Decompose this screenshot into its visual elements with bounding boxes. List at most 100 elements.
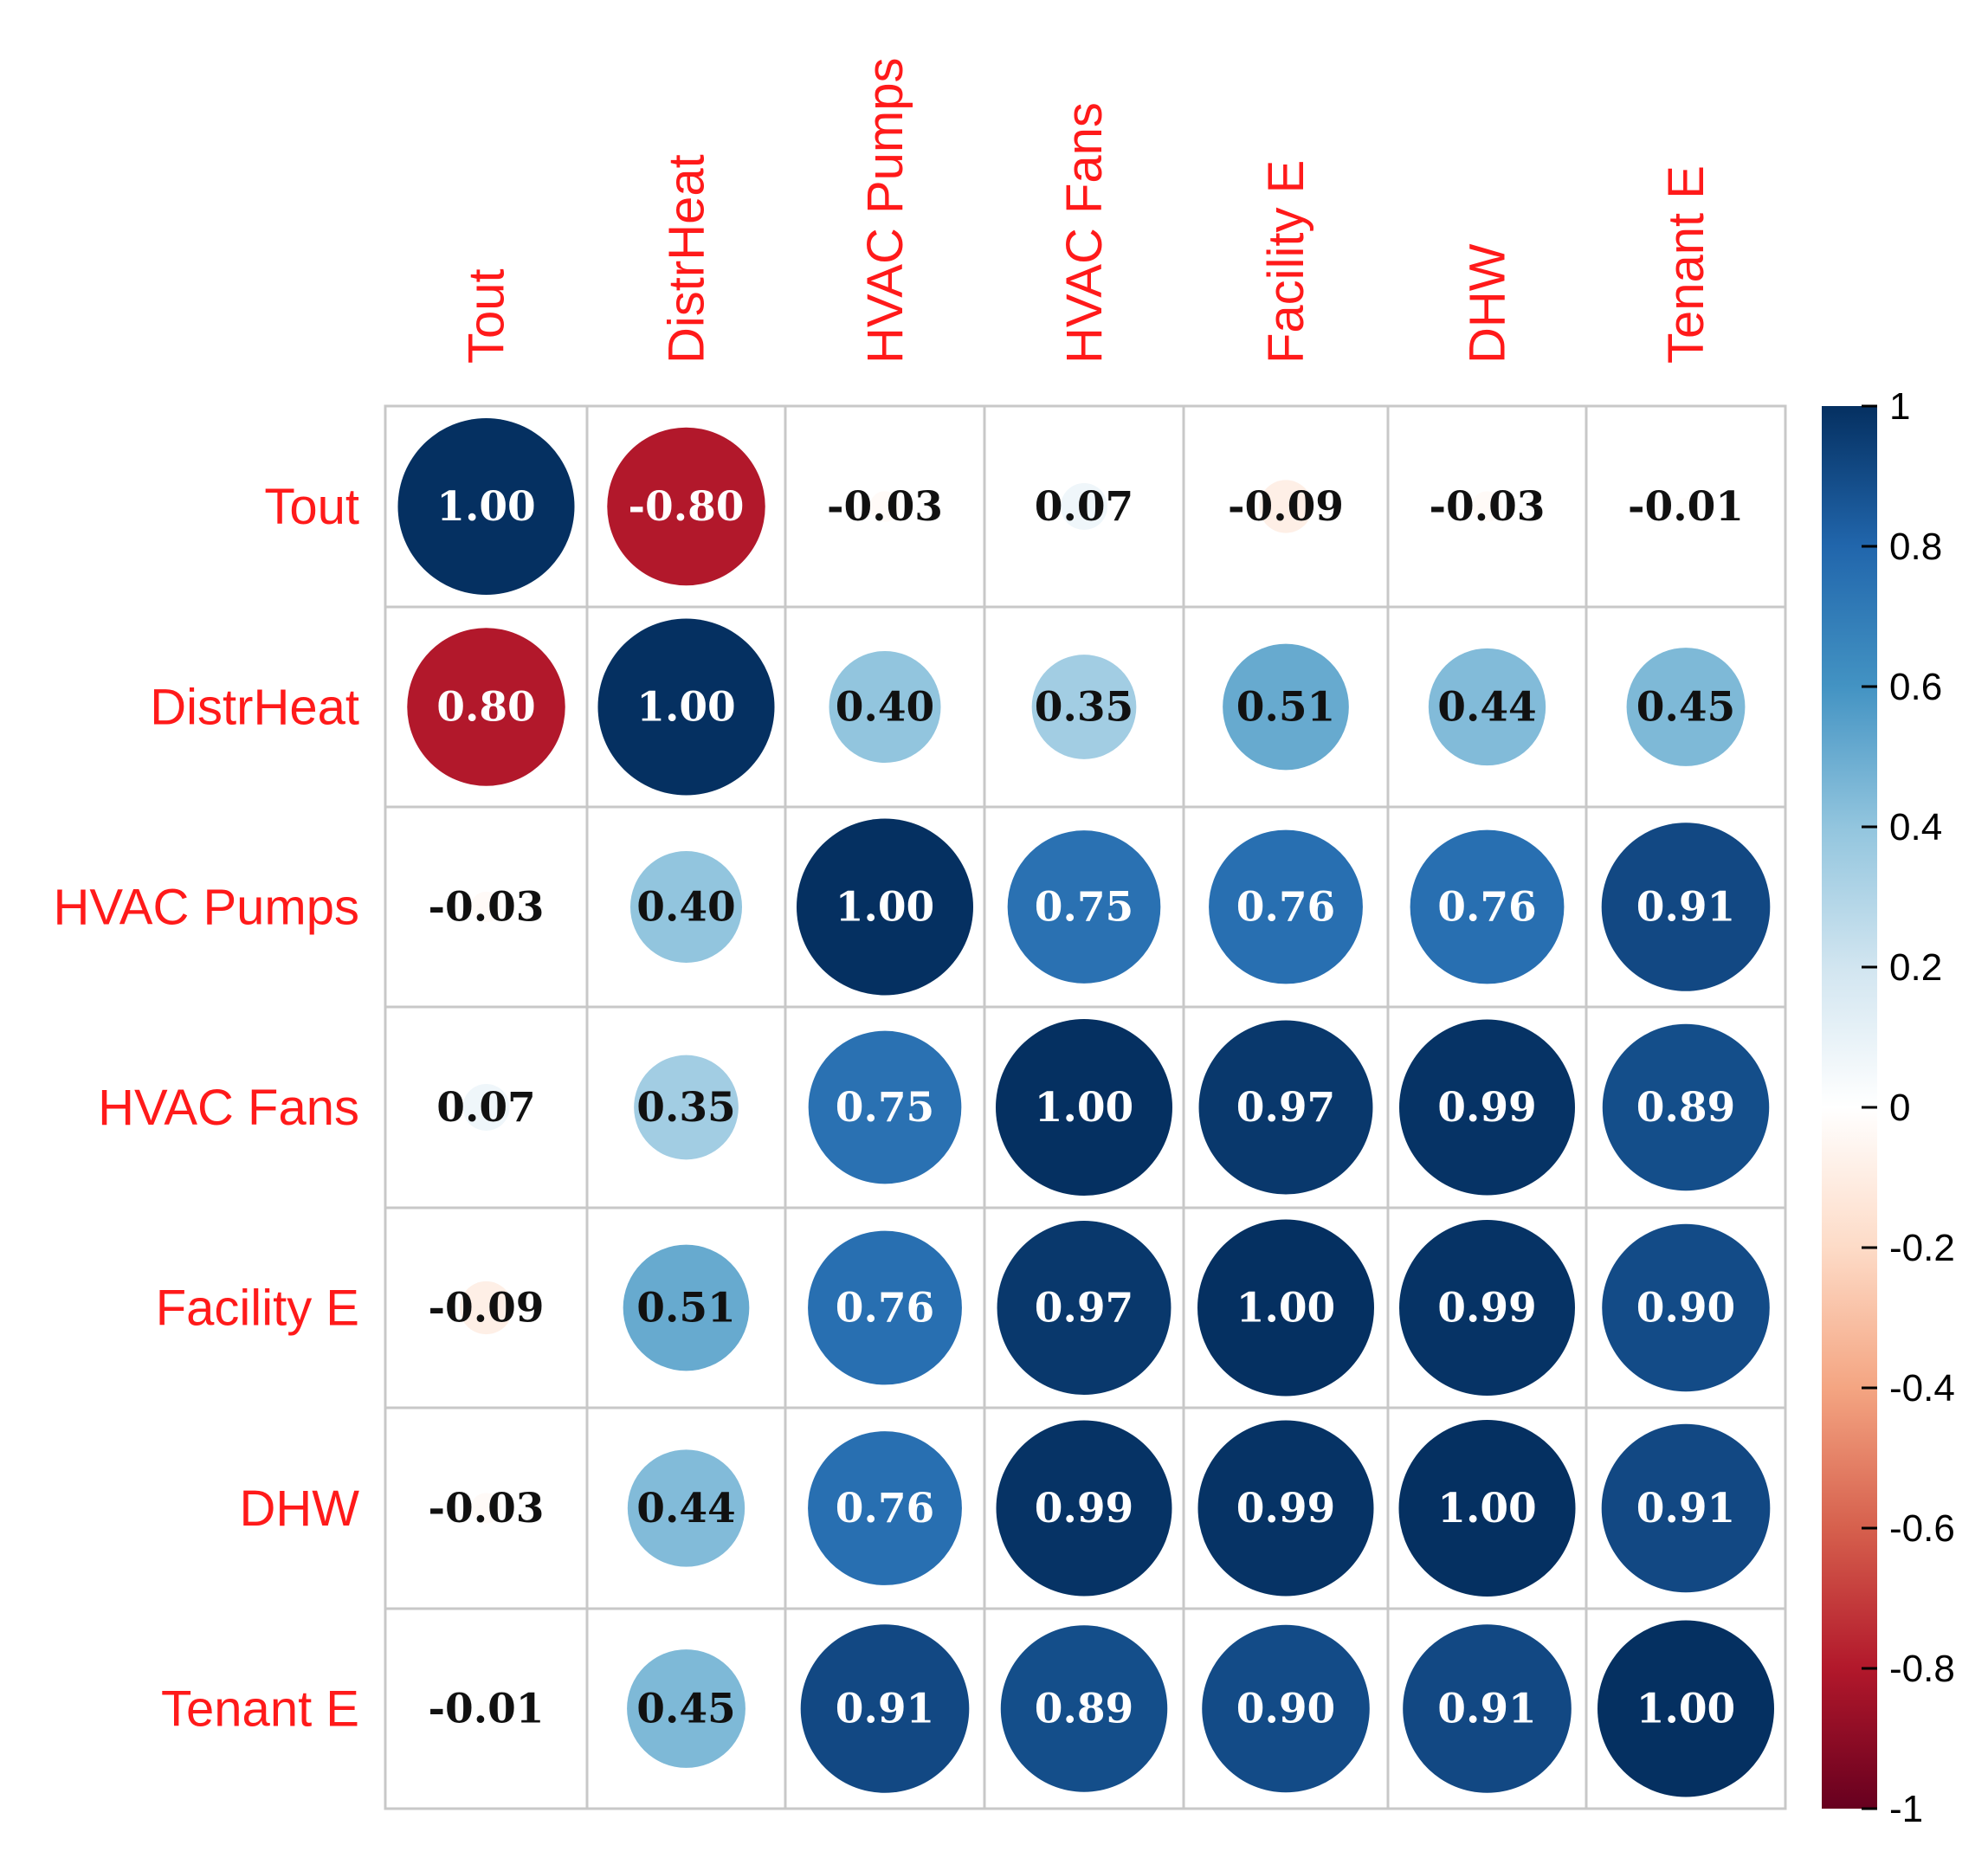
value-dhw-hvac-fans: 0.99 bbox=[1035, 1485, 1133, 1532]
circle-facility-e-distrheat bbox=[623, 1244, 750, 1371]
column-label-tout: Tout bbox=[459, 268, 515, 364]
circle-distrheat-dhw bbox=[1428, 648, 1546, 766]
value-hvac-pumps-tout: -0.03 bbox=[429, 884, 545, 932]
circle-tout-dhw bbox=[1471, 491, 1503, 522]
circle-dhw-distrheat bbox=[627, 1449, 746, 1567]
circle-hvac-pumps-hvac-pumps bbox=[797, 818, 973, 996]
value-tenant-e-hvac-pumps: 0.91 bbox=[836, 1686, 934, 1733]
circle-tout-facility-e bbox=[1259, 480, 1313, 533]
circle-tout-hvac-pumps bbox=[869, 491, 900, 522]
value-distrheat-tenant-e: 0.45 bbox=[1636, 684, 1735, 732]
value-distrheat-hvac-fans: 0.35 bbox=[1035, 684, 1133, 732]
correlation-circles bbox=[397, 418, 1774, 1797]
value-dhw-facility-e: 0.99 bbox=[1236, 1485, 1335, 1532]
value-facility-e-facility-e: 1.00 bbox=[1236, 1285, 1335, 1332]
column-labels: Tout DistrHeat HVAC Pumps HVAC Fans Facility… bbox=[459, 58, 1715, 364]
value-tout-distrheat: -0.80 bbox=[629, 483, 745, 531]
circle-hvac-pumps-distrheat bbox=[629, 850, 743, 964]
value-distrheat-tout: 0.80 bbox=[436, 684, 535, 732]
circle-hvac-pumps-facility-e bbox=[1209, 829, 1363, 984]
cell-values: 1.00 -0.80 -0.03 0.07 -0.09 -0.03 -0.01 0.80 1.0… bbox=[429, 483, 1744, 1733]
circle-hvac-fans-tenant-e bbox=[1602, 1023, 1770, 1191]
column-label-hvac-pumps: HVAC Pumps bbox=[857, 58, 913, 364]
circle-hvac-fans-facility-e bbox=[1198, 1020, 1373, 1195]
value-distrheat-hvac-pumps: 0.40 bbox=[836, 684, 934, 732]
colorbar-tick-label: 0.4 bbox=[1889, 806, 1942, 848]
row-label-hvac-pumps: HVAC Pumps bbox=[54, 880, 359, 936]
value-dhw-tout: -0.03 bbox=[429, 1485, 545, 1532]
row-label-tenant-e: Tenant E bbox=[161, 1681, 359, 1738]
value-hvac-fans-dhw: 0.99 bbox=[1437, 1084, 1536, 1132]
value-facility-e-distrheat: 0.51 bbox=[636, 1285, 735, 1332]
circle-hvac-fans-hvac-fans bbox=[996, 1019, 1172, 1196]
value-distrheat-distrheat: 1.00 bbox=[636, 684, 735, 732]
value-tout-hvac-pumps: -0.03 bbox=[827, 483, 943, 531]
circle-tout-tout bbox=[397, 418, 575, 595]
value-hvac-fans-hvac-pumps: 0.75 bbox=[836, 1084, 934, 1132]
value-dhw-hvac-pumps: 0.76 bbox=[836, 1485, 934, 1532]
column-label-facility-e: Facility E bbox=[1258, 160, 1314, 364]
circle-tenant-e-facility-e bbox=[1202, 1624, 1370, 1793]
circle-hvac-pumps-hvac-fans bbox=[1007, 830, 1161, 984]
value-facility-e-tout: -0.09 bbox=[429, 1285, 545, 1332]
value-hvac-pumps-distrheat: 0.40 bbox=[636, 884, 735, 932]
circle-tenant-e-tout bbox=[477, 1700, 495, 1718]
row-label-tout: Tout bbox=[264, 479, 359, 535]
row-labels: Tout DistrHeat HVAC Pumps HVAC Fans Facility… bbox=[54, 479, 360, 1738]
row-label-distrheat: DistrHeat bbox=[150, 680, 359, 736]
colorbar-tick-label: -1 bbox=[1889, 1788, 1923, 1830]
value-hvac-fans-distrheat: 0.35 bbox=[636, 1084, 735, 1132]
value-distrheat-facility-e: 0.51 bbox=[1236, 684, 1335, 732]
circle-dhw-tenant-e bbox=[1601, 1423, 1771, 1593]
colorbar-tick-label: -0.2 bbox=[1889, 1227, 1955, 1269]
circle-tenant-e-distrheat bbox=[627, 1649, 746, 1768]
value-dhw-tenant-e: 0.91 bbox=[1636, 1485, 1735, 1532]
circle-tout-distrheat bbox=[607, 427, 765, 586]
row-label-dhw: DHW bbox=[239, 1481, 359, 1537]
colorbar-tick-label: 1 bbox=[1889, 385, 1910, 428]
value-hvac-pumps-facility-e: 0.76 bbox=[1236, 884, 1335, 932]
value-distrheat-dhw: 0.44 bbox=[1437, 684, 1536, 732]
colorbar-tick-label: 0.2 bbox=[1889, 946, 1942, 989]
column-label-hvac-fans: HVAC Fans bbox=[1056, 102, 1113, 364]
circle-tenant-e-tenant-e bbox=[1598, 1620, 1774, 1797]
circle-facility-e-tenant-e bbox=[1602, 1223, 1770, 1392]
value-tenant-e-facility-e: 0.90 bbox=[1236, 1686, 1335, 1733]
column-label-tenant-e: Tenant E bbox=[1658, 165, 1714, 364]
value-hvac-fans-tout: 0.07 bbox=[436, 1084, 535, 1132]
value-hvac-fans-tenant-e: 0.89 bbox=[1636, 1084, 1735, 1132]
circle-distrheat-hvac-fans bbox=[1031, 655, 1137, 759]
circle-hvac-fans-distrheat bbox=[634, 1055, 739, 1160]
circle-hvac-pumps-dhw bbox=[1410, 829, 1565, 984]
circle-facility-e-dhw bbox=[1399, 1220, 1575, 1396]
value-hvac-pumps-hvac-pumps: 1.00 bbox=[836, 884, 934, 932]
circle-facility-e-tout bbox=[459, 1281, 513, 1335]
circle-dhw-hvac-fans bbox=[996, 1420, 1172, 1597]
value-facility-e-tenant-e: 0.90 bbox=[1636, 1285, 1735, 1332]
value-hvac-pumps-hvac-fans: 0.75 bbox=[1035, 884, 1133, 932]
circle-hvac-pumps-tout bbox=[470, 891, 502, 923]
column-label-dhw: DHW bbox=[1460, 243, 1516, 364]
value-hvac-fans-hvac-fans: 1.00 bbox=[1035, 1084, 1133, 1132]
colorbar-tick-label: 0 bbox=[1889, 1087, 1910, 1129]
circle-tout-tenant-e bbox=[1676, 497, 1695, 516]
circle-distrheat-hvac-pumps bbox=[829, 650, 941, 764]
value-hvac-pumps-tenant-e: 0.91 bbox=[1636, 884, 1735, 932]
circle-distrheat-tenant-e bbox=[1626, 648, 1746, 766]
value-tout-dhw: -0.03 bbox=[1430, 483, 1546, 531]
circle-facility-e-hvac-pumps bbox=[808, 1230, 962, 1385]
circle-dhw-tout bbox=[470, 1493, 502, 1524]
circle-hvac-pumps-tenant-e bbox=[1601, 823, 1771, 991]
circle-distrheat-distrheat bbox=[597, 618, 775, 796]
circle-facility-e-facility-e bbox=[1197, 1219, 1374, 1397]
value-hvac-fans-facility-e: 0.97 bbox=[1236, 1084, 1335, 1132]
circle-hvac-fans-dhw bbox=[1399, 1019, 1575, 1196]
value-tenant-e-tout: -0.01 bbox=[429, 1686, 545, 1733]
value-tout-hvac-fans: 0.07 bbox=[1035, 483, 1133, 531]
colorbar-tick-label: 0.8 bbox=[1889, 526, 1942, 568]
value-tenant-e-tenant-e: 1.00 bbox=[1636, 1686, 1735, 1733]
circle-tenant-e-hvac-fans bbox=[1000, 1625, 1168, 1792]
circle-distrheat-tout bbox=[407, 628, 565, 786]
circle-dhw-facility-e bbox=[1197, 1420, 1374, 1597]
